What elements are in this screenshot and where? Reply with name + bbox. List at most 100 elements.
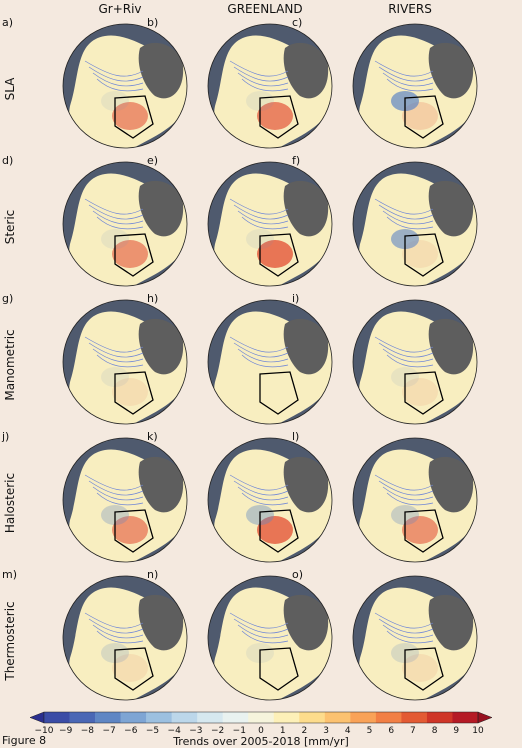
bathymetry-contour <box>374 612 434 629</box>
colorbar-tick-label: 5 <box>366 726 373 736</box>
colorbar-tick-label: 0 <box>258 726 264 736</box>
bathymetry-contour <box>237 210 289 225</box>
bathymetry-contour <box>88 204 144 220</box>
greenland-land <box>428 180 474 237</box>
region-box <box>404 647 444 691</box>
polar-map-panel <box>207 23 333 149</box>
globe-border <box>352 437 478 563</box>
bathymetry-contour <box>237 624 289 639</box>
bathymetry-contour <box>229 198 289 215</box>
bathymetry-contour <box>237 348 289 363</box>
greenland-land <box>428 456 474 513</box>
colorbar-segment <box>69 712 96 723</box>
polar-map-panel <box>352 437 478 563</box>
greenland-land <box>138 180 184 237</box>
column-title: RIVERS <box>388 2 432 16</box>
colorbar-segment <box>273 712 300 723</box>
bathymetry-contour <box>233 342 289 358</box>
positive-trend-area <box>402 378 438 406</box>
polar-map-panel <box>207 161 333 287</box>
greenland-land <box>428 318 474 375</box>
greenland-land <box>138 456 184 513</box>
globe-border <box>352 575 478 701</box>
bathymetry-contour <box>237 72 289 87</box>
colorbar-extend-max <box>477 711 493 724</box>
globe-border <box>207 299 333 425</box>
bathymetry-contour <box>84 198 144 215</box>
bathymetry-contour <box>92 348 144 363</box>
row-label: Steric <box>3 209 17 245</box>
bathymetry-contour <box>374 474 434 491</box>
colorbar-tick-label: −8 <box>80 726 95 736</box>
region-box <box>114 233 154 277</box>
polar-map-panel <box>207 575 333 701</box>
bathymetry-contour <box>233 480 289 496</box>
panel-letter: h) <box>147 292 159 305</box>
positive-trend-area <box>112 240 148 268</box>
bathymetry-contour <box>229 336 289 353</box>
positive-trend-area <box>112 516 148 544</box>
figure-label: Figure 8 <box>2 734 47 747</box>
colorbar-segment <box>350 712 377 723</box>
colorbar-tick-label: 8 <box>431 726 438 736</box>
colorbar-tick-label: 2 <box>301 726 308 736</box>
globe-border <box>207 575 333 701</box>
bathymetry-contour <box>378 66 434 82</box>
bathymetry-contour <box>386 492 434 506</box>
colorbar-title: Trends over 2005-2018 [mm/yr] <box>173 735 349 748</box>
bathymetry-contour <box>233 618 289 634</box>
colorbar-tick-label: −2 <box>210 726 225 736</box>
globe-border <box>352 299 478 425</box>
bathymetry-contour <box>84 612 144 629</box>
polar-map-panel <box>352 23 478 149</box>
bathymetry-contour <box>92 486 144 501</box>
bathymetry-contour <box>96 492 144 506</box>
bathymetry-contour <box>233 66 289 82</box>
colorbar-tick-label: −3 <box>189 726 203 736</box>
globe-border <box>207 23 333 149</box>
bathymetry-contour <box>378 618 434 634</box>
greenland-land <box>138 42 184 99</box>
colorbar-tick-label: −6 <box>124 726 138 736</box>
bathymetry-contour <box>96 354 144 368</box>
globe-border <box>352 23 478 149</box>
colorbar-segment <box>324 712 351 723</box>
polar-map-panel <box>62 437 188 563</box>
polar-map-panel <box>207 437 333 563</box>
greenland-land <box>138 318 184 375</box>
panel-letter: l) <box>292 430 300 443</box>
positive-trend-area <box>112 378 148 406</box>
row-label: Thermosteric <box>3 601 17 681</box>
colorbar-tick-label: −4 <box>167 726 181 736</box>
region-box <box>114 647 154 691</box>
bathymetry-contour <box>88 66 144 82</box>
panel-letter: c) <box>292 16 303 29</box>
row-label: Halosteric <box>3 472 17 534</box>
polar-map-panel <box>352 575 478 701</box>
panel-letter: d) <box>2 154 14 167</box>
region-box <box>404 371 444 415</box>
bathymetry-contour <box>374 336 434 353</box>
bathymetry-contour <box>88 618 144 634</box>
positive-trend-area <box>257 516 293 544</box>
row-label: Manometric <box>3 329 17 401</box>
bathymetry-contour <box>374 198 434 215</box>
bathymetry-contour <box>84 60 144 77</box>
panel-letter: e) <box>147 154 159 167</box>
colorbar-tick-label: 4 <box>344 726 351 736</box>
bathymetry-contour <box>96 78 144 92</box>
region-box <box>259 509 299 553</box>
bathymetry-contour <box>386 78 434 92</box>
region-box <box>114 509 154 553</box>
colorbar-segment <box>171 712 198 723</box>
region-box <box>114 371 154 415</box>
bathymetry-contour <box>88 342 144 358</box>
bathymetry-contour <box>92 210 144 225</box>
bathymetry-contour <box>96 216 144 230</box>
colorbar-tick-label: −9 <box>59 726 73 736</box>
colorbar-tick-label: −5 <box>145 726 160 736</box>
panel-letter: m) <box>2 568 18 581</box>
bathymetry-contour <box>229 474 289 491</box>
bathymetry-contour <box>378 204 434 220</box>
bathymetry-contour <box>237 486 289 501</box>
